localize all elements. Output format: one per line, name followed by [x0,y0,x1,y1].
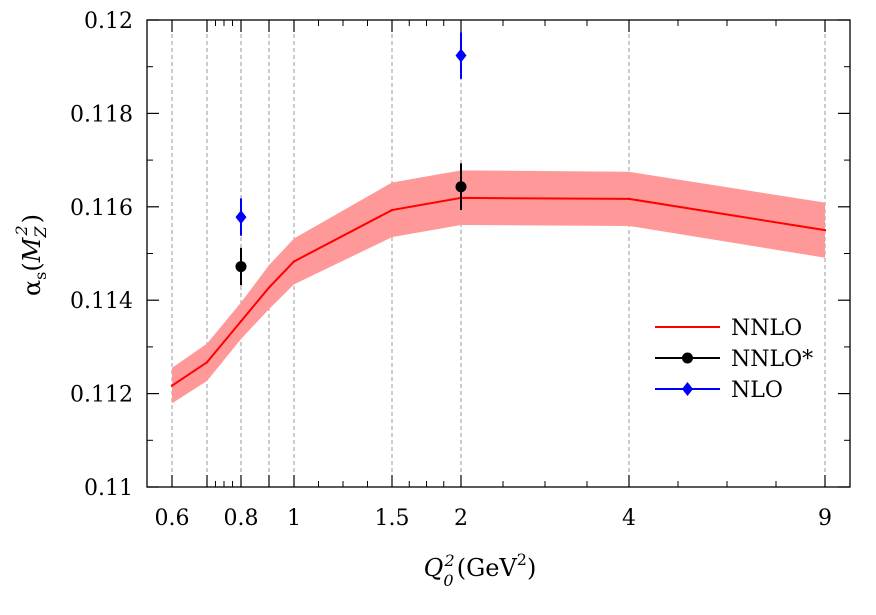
nnlo-point-0.6 [170,384,174,387]
y-axis-title: αs(MZ2) [12,214,50,296]
x-tick-label-1: 1 [287,506,301,531]
y-tick-label-0.12: 0.12 [84,9,133,34]
plot-frame [146,19,851,488]
nnlo-point-4 [627,197,631,201]
x-tick-label-9: 9 [818,506,832,531]
nlo-point-2 [455,48,467,63]
x-tick-label-0.6: 0.6 [155,506,190,531]
y-tick-label-0.112: 0.112 [70,383,133,408]
x-tick-label-1.5: 1.5 [375,506,410,531]
legend: NNLO NNLO* NLO [655,316,813,403]
nnlo-point-1 [292,260,296,263]
nnlo-line-layer [170,196,827,387]
x-tick-label-0.8: 0.8 [224,506,259,531]
y-tick-label-0.118: 0.118 [70,102,133,127]
nnlo-star-point-0.8 [235,261,247,273]
nnlo-point-1.5 [390,208,394,212]
y-tick-label-0.11: 0.11 [84,476,133,501]
tick-labels: 0.11 0.112 0.114 0.116 0.118 0.12 0.6 0.8 1 1.5 2 4… [70,9,832,531]
data-points-layer [235,32,467,286]
legend-marker-nlo [682,382,693,396]
y-tick-label-0.116: 0.116 [70,196,133,221]
x-tick-label-2: 2 [454,506,468,531]
nnlo-star-point-2 [455,181,467,193]
nnlo-point-0.9 [267,286,271,289]
nnlo-band-layer [172,170,825,404]
y-tick-label-0.114: 0.114 [70,289,133,314]
nnlo-point-0.7 [205,361,209,364]
legend-label-nlo: NLO [731,378,783,403]
x-tick-label-4: 4 [622,506,636,531]
nlo-point-0.8 [235,210,247,225]
axis-ticks [147,19,850,488]
x-axis-title: Q02(GeV2) [424,550,537,590]
grid-lines [171,20,826,487]
legend-label-nnlo-star: NNLO* [731,347,813,372]
nnlo-point-0.8 [239,320,243,323]
nnlo-point-9 [823,228,827,232]
legend-label-nnlo: NNLO [731,316,802,341]
nnlo-error-band [172,170,825,404]
legend-marker-nnlo-star [682,352,693,364]
